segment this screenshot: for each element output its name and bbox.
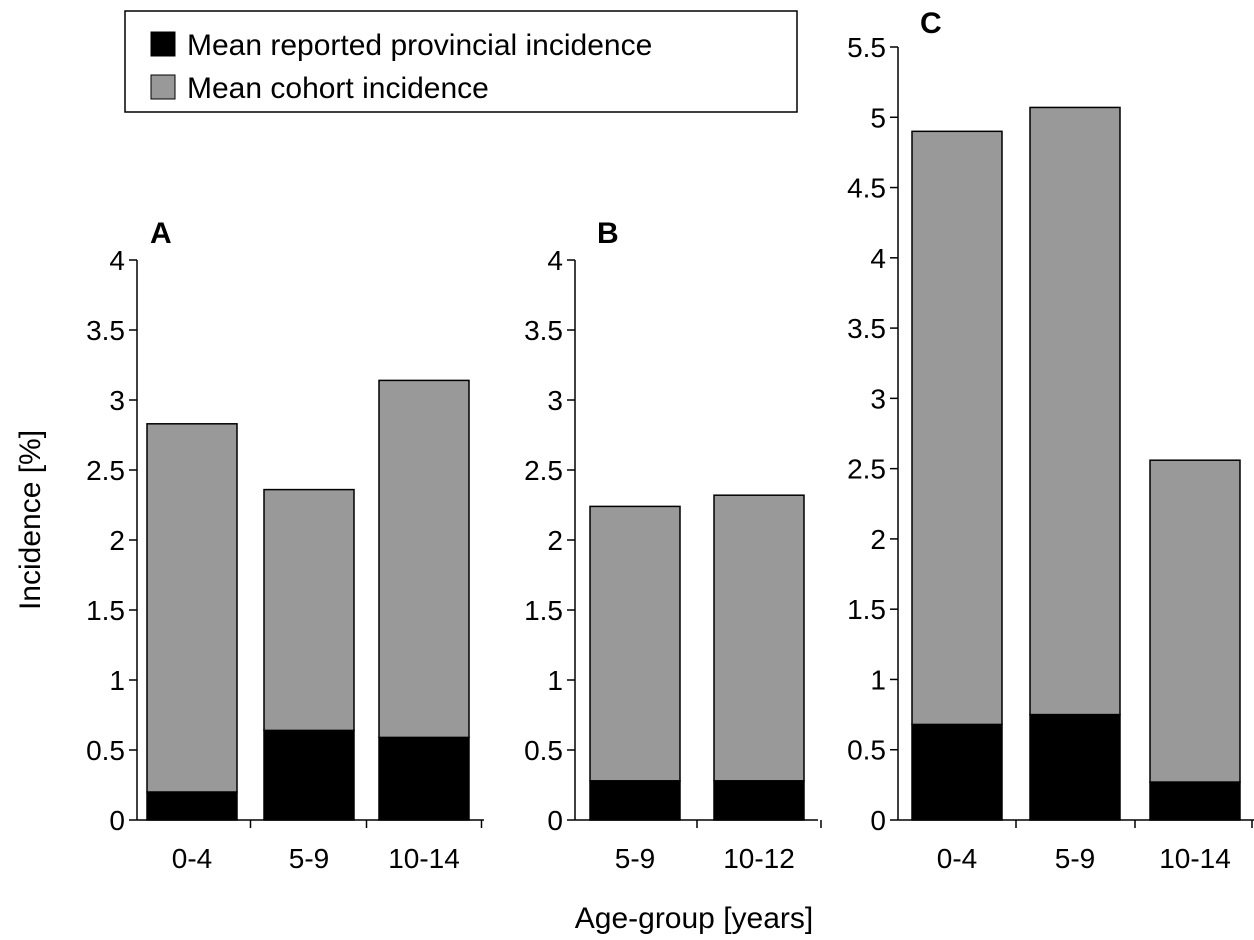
y-tick-label: 3.5 [847, 313, 886, 344]
y-axis-title: Incidence [%] [14, 430, 47, 610]
y-tick-label: 3 [547, 385, 563, 416]
x-axis-title: Age-group [years] [575, 902, 813, 935]
legend: Mean reported provincial incidence Mean … [124, 10, 798, 113]
panel-label-c: C [920, 7, 942, 40]
y-tick-label: 2.5 [524, 455, 563, 486]
x-tick-label: 0-4 [937, 843, 977, 874]
y-tick-label: 2.5 [847, 454, 886, 485]
y-tick-label: 4.5 [847, 173, 886, 204]
y-tick-label: 4 [547, 245, 563, 276]
y-tick-label: 2 [547, 525, 563, 556]
bar-c-5-9-reported [1029, 713, 1121, 821]
bar-c-0-4-reported [911, 723, 1003, 821]
y-tick-label: 3.5 [524, 315, 563, 346]
legend-box [124, 10, 798, 113]
y-tick-label: 1.5 [847, 594, 886, 625]
x-tick-label: 0-4 [172, 843, 212, 874]
y-tick-label: 0 [547, 805, 563, 836]
y-tick-label: 2.5 [86, 455, 125, 486]
bar-c-0-4-cohort [911, 130, 1003, 726]
y-tick-label: 4 [870, 243, 886, 274]
x-tick-label: 5-9 [289, 843, 329, 874]
bar-a-10-14-cohort [378, 379, 470, 739]
legend-swatch-cohort [150, 74, 176, 100]
y-tick-label: 1 [870, 664, 886, 695]
panel-b: B 5-9 10-12 0 0.5 1 1.5 2 2.5 3 3.5 4 [524, 217, 822, 874]
bar-b-5-9-cohort [589, 505, 681, 782]
bar-c-10-14-reported [1149, 781, 1241, 821]
panel-c: C 0-4 5-9 10-14 0 0.5 1 1.5 2 2.5 3 3.5 4 4.5 5 5.5 [847, 7, 1254, 874]
y-tick-label: 3 [109, 385, 125, 416]
legend-label-reported: Mean reported provincial incidence [187, 29, 652, 62]
y-tick-label: 1 [547, 665, 563, 696]
y-tick-label: 3.5 [86, 315, 125, 346]
y-tick-label: 0 [109, 805, 125, 836]
y-tick-label: 2 [870, 524, 886, 555]
y-tick-label: 1.5 [86, 595, 125, 626]
y-tick-label: 2 [109, 525, 125, 556]
bar-a-5-9-reported [263, 729, 355, 821]
bar-a-5-9-cohort [263, 488, 355, 732]
legend-label-cohort: Mean cohort incidence [187, 72, 489, 105]
y-tick-label: 3 [870, 383, 886, 414]
y-tick-label: 5 [870, 102, 886, 133]
y-tick-label: 0.5 [524, 735, 563, 766]
y-tick-label: 0 [870, 805, 886, 836]
x-tick-label: 10-12 [723, 843, 795, 874]
x-tick-label: 10-14 [388, 843, 460, 874]
y-tick-label: 1.5 [524, 595, 563, 626]
bar-b-10-12-reported [713, 780, 805, 821]
x-tick-label: 10-14 [1159, 843, 1231, 874]
panel-label-a: A [150, 217, 172, 250]
y-tick-label: 5.5 [847, 32, 886, 63]
y-tick-label: 0.5 [86, 735, 125, 766]
legend-swatch-reported [150, 31, 176, 57]
panel-label-b: B [597, 217, 619, 250]
y-tick-label: 0.5 [847, 735, 886, 766]
bar-c-5-9-cohort [1029, 106, 1121, 716]
bar-c-10-14-cohort [1149, 459, 1241, 783]
bar-b-10-12-cohort [713, 494, 805, 782]
bar-b-5-9-reported [589, 780, 681, 821]
bar-a-0-4-reported [146, 791, 238, 821]
y-tick-label: 4 [109, 245, 125, 276]
y-tick-label: 1 [109, 665, 125, 696]
x-tick-label: 5-9 [615, 843, 655, 874]
bar-a-0-4-cohort [146, 423, 238, 793]
x-tick-label: 5-9 [1055, 843, 1095, 874]
bar-a-10-14-reported [378, 736, 470, 821]
panel-a: A 0-4 5-9 10-14 0 0.5 1 1.5 2 2.5 3 3.5 4 [86, 217, 484, 874]
